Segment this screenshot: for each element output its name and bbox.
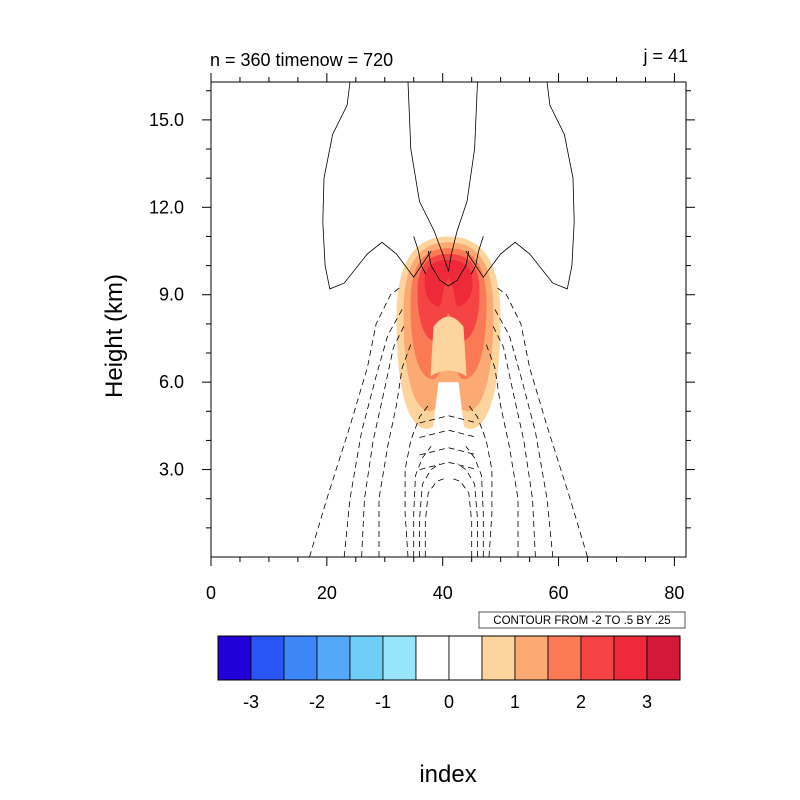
contour-line-negative — [378, 344, 412, 557]
colorbar-swatch — [382, 635, 417, 681]
contour-line-negative — [419, 463, 441, 557]
colorbar-swatch — [316, 635, 351, 681]
contour-line-negative — [309, 285, 403, 558]
field-fill-band — [432, 382, 465, 432]
plot-border — [210, 81, 687, 558]
x-tick-labels: 0 20 40 60 80 — [206, 583, 684, 603]
field-fill-band — [424, 259, 473, 307]
x-axis-label: index — [419, 761, 476, 788]
x-tick-label: 80 — [664, 583, 684, 603]
y-tick-label: 6.0 — [159, 372, 184, 392]
y-tick-labels: 3.0 6.0 9.0 12.0 15.0 — [149, 110, 184, 480]
x-tick-label: 60 — [549, 583, 569, 603]
colorbar-label: -2 — [309, 692, 325, 712]
axis-ticks — [202, 73, 695, 566]
contour-line-negative — [485, 344, 519, 557]
colorbar-label: 0 — [444, 692, 454, 712]
contour-line-negative — [413, 446, 432, 557]
colorbar-swatch — [250, 635, 285, 681]
colorbar-swatch — [613, 635, 648, 681]
title-left: n = 360 timenow = 720 — [210, 50, 393, 70]
colorbar-swatch — [580, 635, 615, 681]
colorbar-swatch — [448, 635, 483, 681]
colorbar-label: 3 — [642, 692, 652, 712]
colorbar-border — [217, 635, 681, 681]
colorbar-label: 2 — [576, 692, 586, 712]
contour-line-negative — [468, 405, 493, 558]
colorbar-swatch — [481, 635, 516, 681]
colorbar-swatch — [415, 635, 450, 681]
contour-line-positive — [322, 81, 432, 290]
contour-line-positive — [413, 236, 427, 275]
y-tick-label: 15.0 — [149, 110, 184, 130]
contour-line-positive — [448, 81, 478, 272]
contour-line-negative — [494, 285, 588, 558]
colorbar-swatch — [349, 635, 384, 681]
contour-line-negative — [404, 405, 429, 558]
y-tick-label: 3.0 — [159, 460, 184, 480]
contour-line-negative — [419, 447, 478, 456]
contour-line-negative — [451, 477, 473, 557]
contour-lines — [309, 81, 588, 558]
contour-line-positive — [465, 81, 575, 290]
contour-line-negative — [465, 446, 484, 557]
colorbar-label: 1 — [510, 692, 520, 712]
field-fill-layer — [396, 236, 501, 432]
contour-line-positive — [427, 250, 470, 287]
y-tick-label: 9.0 — [159, 285, 184, 305]
colorbar-labels: -3 -2 -1 0 1 2 3 — [243, 692, 652, 712]
contour-info-box: CONTOUR FROM -2 TO .5 BY .25 — [478, 611, 686, 629]
x-tick-label: 40 — [433, 583, 453, 603]
contour-line-negative — [494, 309, 554, 558]
contour-line-negative — [419, 461, 478, 470]
colorbar-swatch — [283, 635, 318, 681]
colorbar-label: -3 — [243, 692, 259, 712]
x-tick-label: 20 — [317, 583, 337, 603]
colorbar-label: -1 — [375, 692, 391, 712]
field-fill-band — [430, 316, 467, 377]
contour-line-negative — [343, 309, 403, 558]
colorbar-swatch — [646, 635, 681, 681]
contour-line-negative — [456, 463, 478, 557]
y-axis-label: Height (km) — [101, 274, 128, 398]
x-tick-label: 0 — [206, 583, 216, 603]
contour-line-positive — [407, 81, 449, 272]
contour-line-positive — [470, 236, 484, 275]
contour-info-text: CONTOUR FROM -2 TO .5 BY .25 — [493, 615, 670, 627]
colorbar — [217, 635, 681, 681]
colorbar-swatch — [547, 635, 582, 681]
title-right: j = 41 — [642, 46, 688, 66]
contour-line-negative — [424, 477, 446, 557]
y-tick-label: 12.0 — [149, 197, 184, 217]
contour-line-negative — [361, 323, 406, 558]
plot-frame — [210, 81, 687, 558]
colorbar-swatch — [514, 635, 549, 681]
colorbar-swatch — [217, 635, 252, 681]
contour-line-negative — [491, 323, 536, 558]
